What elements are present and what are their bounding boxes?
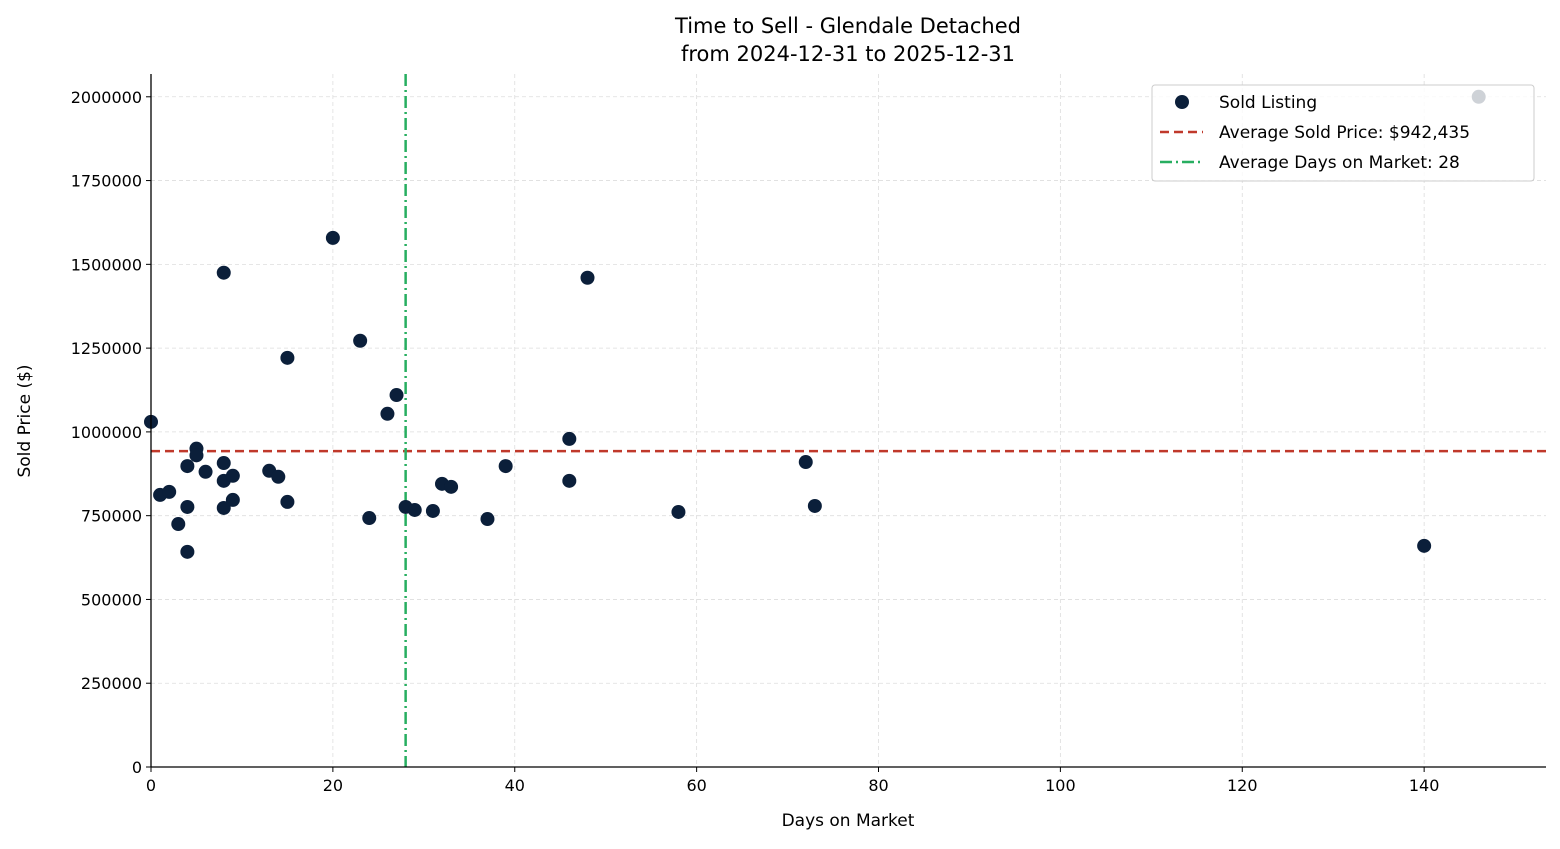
data-point — [407, 502, 422, 517]
data-point — [389, 388, 404, 403]
data-point — [216, 265, 231, 280]
data-point — [380, 406, 395, 421]
legend-label-sold: Sold Listing — [1219, 93, 1317, 113]
data-point — [353, 333, 368, 348]
data-point — [1417, 538, 1432, 553]
data-points — [144, 89, 1486, 559]
y-tick-label: 2000000 — [71, 88, 142, 107]
x-tick-label: 100 — [1045, 776, 1076, 795]
x-tick-label: 0 — [146, 776, 156, 795]
data-point — [798, 455, 813, 470]
x-axis-label: Days on Market — [782, 811, 915, 831]
data-point — [225, 492, 240, 507]
y-tick-label: 500000 — [81, 590, 142, 609]
reference-lines — [151, 74, 1546, 767]
data-point — [180, 459, 195, 474]
x-tick-label: 80 — [868, 776, 888, 795]
y-axis-label: Sold Price ($) — [15, 364, 35, 477]
data-point — [325, 230, 340, 245]
data-point — [180, 499, 195, 514]
data-point — [498, 459, 513, 474]
data-point — [271, 469, 286, 484]
data-point — [807, 498, 822, 513]
y-tick-label: 0 — [132, 758, 142, 777]
y-tick-label: 1750000 — [71, 172, 142, 191]
x-tick-label: 40 — [505, 776, 525, 795]
data-point — [216, 456, 231, 471]
data-point — [444, 479, 459, 494]
y-tick-label: 1250000 — [71, 339, 142, 358]
data-point — [425, 503, 440, 518]
data-point — [162, 484, 177, 499]
data-point — [225, 468, 240, 483]
legend-box — [1151, 84, 1535, 182]
data-point — [171, 517, 186, 532]
legend-marker-sold — [1175, 95, 1189, 109]
data-point — [562, 431, 577, 446]
data-point — [580, 270, 595, 285]
data-point — [362, 511, 377, 526]
axes — [146, 74, 1546, 772]
chart-title: Time to Sell - Glendale Detached — [674, 14, 1021, 38]
x-tick-label: 60 — [686, 776, 706, 795]
legend-label-avg-price: Average Sold Price: $942,435 — [1219, 123, 1470, 143]
x-tick-label: 20 — [323, 776, 343, 795]
y-tick-label: 250000 — [81, 674, 142, 693]
data-point — [198, 464, 213, 479]
x-tick-label: 140 — [1409, 776, 1440, 795]
chart-subtitle: from 2024-12-31 to 2025-12-31 — [681, 42, 1015, 66]
y-tick-label: 1500000 — [71, 255, 142, 274]
y-tick-label: 1000000 — [71, 423, 142, 442]
tick-labels: 0 20 40 60 80 100 120 140 0 250000 500000 750000 100… — [71, 88, 1440, 795]
data-point — [189, 448, 204, 463]
data-point — [671, 504, 686, 519]
y-tick-label: 750000 — [81, 507, 142, 526]
legend-label-avg-days: Average Days on Market: 28 — [1219, 153, 1460, 173]
data-point — [562, 473, 577, 488]
data-point — [480, 512, 495, 527]
legend: Sold Listing Average Sold Price: $942,43… — [1151, 84, 1535, 182]
x-tick-label: 120 — [1227, 776, 1258, 795]
data-point — [280, 494, 295, 509]
data-point — [216, 500, 231, 515]
data-point — [280, 350, 295, 365]
data-point — [180, 544, 195, 559]
